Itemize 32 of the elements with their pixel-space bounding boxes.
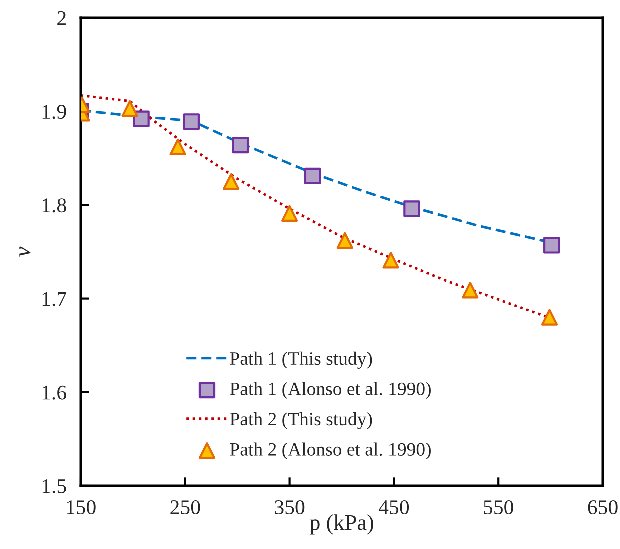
point [462, 282, 479, 299]
y-tick-label: 1.5 [42, 479, 66, 494]
y-tick-label: 2 [58, 11, 66, 26]
y-tick-label: 1.8 [42, 198, 66, 213]
y-tick-label: 1.6 [42, 386, 66, 400]
point [281, 205, 298, 222]
legend-label: Path 2 (Alonso et al. 1990) [230, 442, 431, 460]
x-tick-label: 250 [170, 500, 200, 515]
x-tick-label: 150 [67, 500, 96, 515]
point [336, 232, 354, 250]
point [122, 100, 138, 118]
y-axis-title: v [20, 246, 31, 257]
x-tick-label: 550 [484, 500, 514, 515]
x-axis-title: p (kPa) [310, 514, 374, 535]
point [223, 173, 240, 190]
x-tick-label: 350 [275, 500, 305, 515]
point [170, 138, 186, 156]
point [541, 309, 558, 326]
point [304, 168, 322, 185]
point [382, 252, 400, 269]
x-tick-label: 450 [378, 500, 410, 515]
point [133, 110, 150, 128]
legend-label: Path 1 (This study) [230, 352, 372, 369]
point [404, 200, 420, 218]
y-tick-label: 1.7 [42, 292, 67, 306]
x-tick-label: 650 [588, 500, 618, 515]
point [544, 237, 560, 254]
y-tick-label: 1.9 [42, 105, 66, 120]
point [183, 114, 200, 130]
point [232, 136, 250, 154]
legend-label: Path 2 (This study) [230, 412, 372, 430]
legend-label: Path 1 (Alonso et al. 1990) [230, 382, 431, 400]
